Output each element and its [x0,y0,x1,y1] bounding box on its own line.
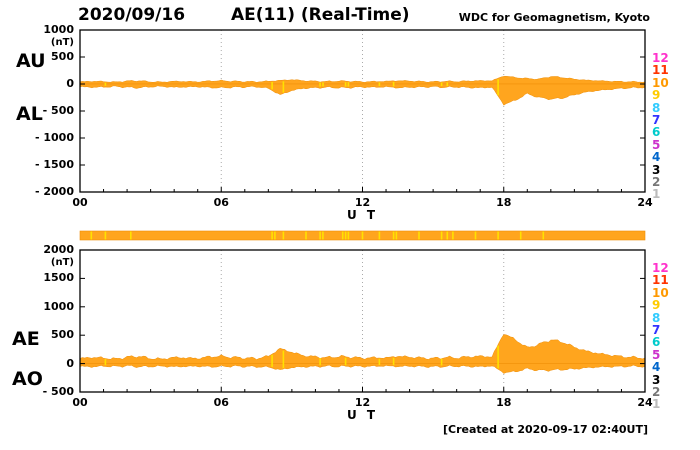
label-al: AL [16,103,43,125]
created-timestamp: [Created at 2020-09-17 02:40UT] [442,423,648,436]
trace-ao [79,363,646,374]
plot-date: 2020/09/16 [78,5,186,25]
trace-al [79,83,646,106]
label-ae: AE [12,328,40,350]
label-au: AU [16,50,46,72]
plot-title: AE(11) (Real-Time) [231,5,410,25]
data-source: WDC for Geomagnetism, Kyoto [458,11,650,24]
label-ao: AO [12,368,43,390]
trace-ae [79,334,646,364]
trace-au [79,76,646,85]
